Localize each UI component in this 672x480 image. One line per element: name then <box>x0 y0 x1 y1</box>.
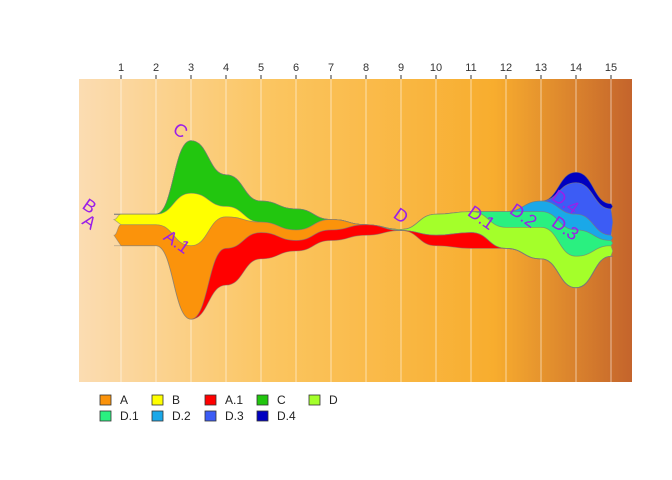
x-tick-label: 10 <box>430 62 442 74</box>
legend: A B A.1 C D D.1 D.2 D.3 D.4 <box>99 393 338 423</box>
x-tick-label: 7 <box>328 62 334 74</box>
legend-key <box>204 410 217 422</box>
legend-key <box>99 410 112 422</box>
x-tick-label: 2 <box>153 62 159 74</box>
legend-label: A <box>120 393 128 407</box>
legend-label: D.3 <box>225 409 244 423</box>
x-tick-label: 14 <box>570 62 582 74</box>
legend-key <box>204 394 217 406</box>
legend-key <box>151 410 164 422</box>
x-tick-label: 9 <box>398 62 404 74</box>
x-axis-ticks: 1 2 3 4 5 6 7 8 9 10 11 12 13 14 15 <box>118 62 617 79</box>
x-tick-label: 1 <box>118 62 124 74</box>
legend-key <box>256 410 269 422</box>
x-tick-label: 13 <box>535 62 547 74</box>
x-tick-label: 8 <box>363 62 369 74</box>
x-tick-label: 12 <box>500 62 512 74</box>
x-tick-label: 5 <box>258 62 264 74</box>
legend-key <box>151 394 164 406</box>
x-tick-label: 3 <box>188 62 194 74</box>
stream-layers <box>112 140 614 320</box>
stream-layer-a-1 <box>114 224 613 320</box>
legend-label: B <box>172 393 180 407</box>
legend-key <box>308 394 321 406</box>
legend-label: D.4 <box>277 409 296 423</box>
legend-key <box>256 394 269 406</box>
x-tick-label: 11 <box>465 62 476 74</box>
x-tick-label: 15 <box>605 62 617 74</box>
legend-label: D <box>329 393 338 407</box>
x-tick-label: 6 <box>293 62 299 74</box>
legend-key <box>99 394 112 406</box>
legend-label: D.2 <box>172 409 191 423</box>
x-tick-label: 4 <box>223 62 229 74</box>
legend-label: D.1 <box>120 409 139 423</box>
legend-label: A.1 <box>225 393 243 407</box>
legend-label: C <box>277 393 286 407</box>
